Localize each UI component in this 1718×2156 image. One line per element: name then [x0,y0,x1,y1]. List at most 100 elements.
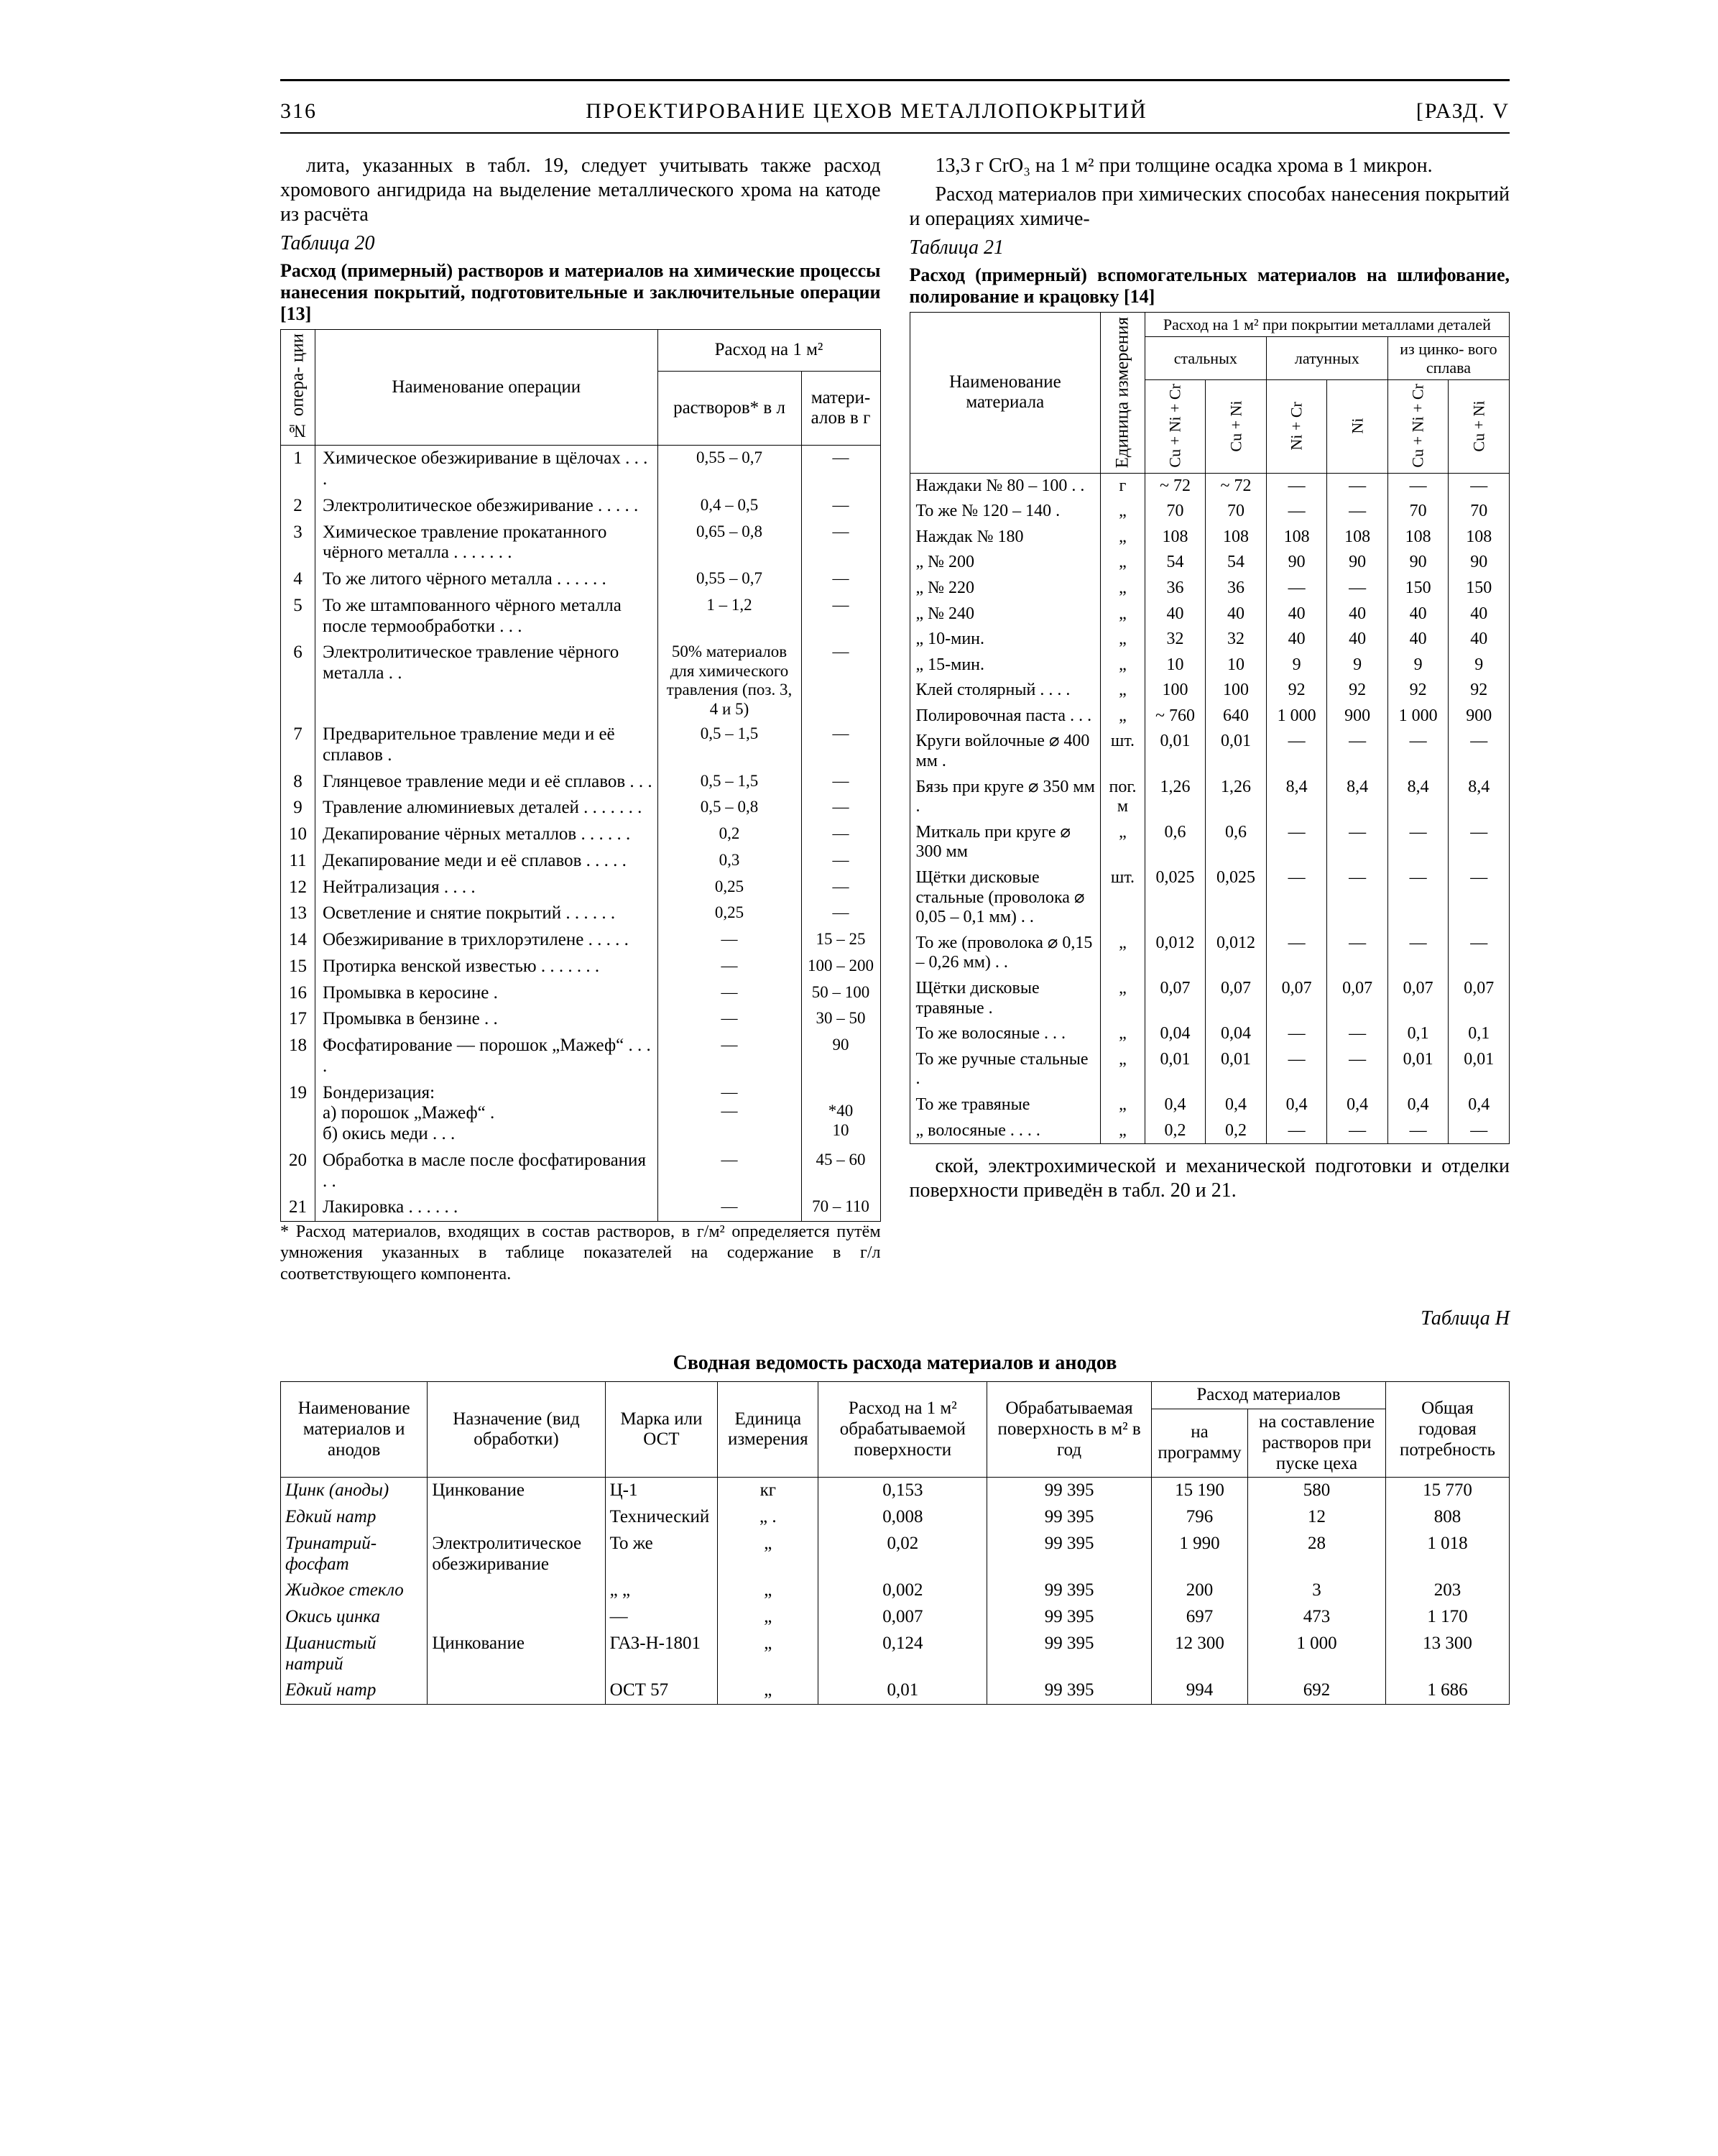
table-cell: Едкий натр [281,1677,428,1704]
table-cell: 4 [281,566,315,593]
table-cell: 1 170 [1385,1604,1509,1631]
table-cell: Окись цинка [281,1604,428,1631]
table-cell: — [1327,473,1388,499]
table-cell: 92 [1327,678,1388,704]
table-row: 6Электролитическое травление чёрного мет… [281,640,881,722]
table-cell: 0,002 [818,1577,987,1604]
tableH-title: Сводная ведомость расхода материалов и а… [280,1351,1510,1376]
table-cell: 0,025 [1145,865,1206,931]
table-cell: 12 [281,875,315,901]
table-cell: — [1387,729,1449,774]
table-cell: 36 [1145,576,1206,602]
table-cell: „ [718,1631,818,1678]
table-row: 5То же штампованного чёрного металла пос… [281,593,881,640]
table-cell: „ [1101,1118,1145,1144]
table-cell: „ [1101,653,1145,678]
table-cell: 10 [1206,653,1267,678]
table-cell: 40 [1449,602,1510,627]
table-cell: 30 – 50 [801,1006,880,1033]
table-row: Клей столярный . . . .„10010092929292 [910,678,1510,704]
table-cell: 92 [1266,678,1327,704]
table-row: Окись цинка—„0,00799 3956974731 170 [281,1604,1510,1631]
table-cell: кг [718,1478,818,1504]
table-cell: Наждак № 180 [910,525,1101,550]
table-cell: шт. [1101,865,1145,931]
t21-h-c5: Cu + Ni + Cr [1387,379,1449,473]
table-cell: — [801,722,880,769]
table-cell: Цианистый натрий [281,1631,428,1678]
table-cell: 1,26 [1206,775,1267,820]
table-row: „ 15-мин.„10109999 [910,653,1510,678]
table-row: Наждаки № 80 – 100 . .г~ 72~ 72———— [910,473,1510,499]
table-cell: „ [1101,627,1145,653]
table-cell: 8,4 [1449,775,1510,820]
table-cell: 0,4 [1145,1092,1206,1118]
table-cell: — [1327,499,1388,525]
t21-h-c6: Cu + Ni [1449,379,1510,473]
table-cell: — [1266,1021,1327,1047]
table-cell: — [1327,729,1388,774]
tH-h2: Назначение (вид обработки) [428,1382,605,1478]
table-row: Миткаль при круге ⌀ 300 мм„0,60,6———— [910,820,1510,865]
table-cell: 18 [281,1033,315,1080]
table-cell: — [801,875,880,901]
table-cell: Полировочная паста . . . [910,704,1101,729]
t20-h-mat: матери- алов в г [801,372,880,446]
table-cell: 1 000 [1387,704,1449,729]
table-cell: 108 [1145,525,1206,550]
table-cell: 0,04 [1206,1021,1267,1047]
table-cell: 0,25 [657,875,801,901]
table-cell [428,1504,605,1531]
tH-h4: Единица измерения [718,1382,818,1478]
table-row: 8Глянцевое травление меди и её сплавов .… [281,769,881,796]
table-cell: 7 [281,722,315,769]
t20-h-no: № опера- ции [281,329,315,446]
t21-h-zinc: из цинко- вого сплава [1387,337,1509,380]
table-cell: ГАЗ-Н-1801 [605,1631,718,1678]
table-cell: — [801,566,880,593]
table-cell: 0,012 [1206,931,1267,976]
table-cell: 1,26 [1145,775,1206,820]
tableH: Наименование материалов и анодов Назначе… [280,1381,1510,1705]
table-cell: 0,07 [1327,976,1388,1021]
table-cell: 8 [281,769,315,796]
table-cell: 0,153 [818,1478,987,1504]
table-cell: 54 [1206,550,1267,576]
table-cell: 5 [281,593,315,640]
table-row: Едкий натрОСТ 57„0,0199 3959946921 686 [281,1677,1510,1704]
table-cell: 0,01 [1145,1047,1206,1092]
table-cell: 70 [1387,499,1449,525]
table-cell: 900 [1327,704,1388,729]
table-row: 21Лакировка . . . . . .—70 – 110 [281,1194,881,1221]
table-cell: ~ 72 [1145,473,1206,499]
table-cell: 0,012 [1145,931,1206,976]
table-cell: То же литого чёрного металла . . . . . . [315,566,658,593]
table-cell: 17 [281,1006,315,1033]
table-cell: — [657,1194,801,1221]
table-row: „ № 200„545490909090 [910,550,1510,576]
table-cell: 0,55 – 0,7 [657,446,801,493]
table-cell: — [1449,820,1510,865]
table-cell: То же ручные стальные . [910,1047,1101,1092]
table-cell: Нейтрализация . . . . [315,875,658,901]
table-cell: 108 [1449,525,1510,550]
table-cell: 108 [1387,525,1449,550]
table-cell: 14 [281,927,315,954]
table-cell: 0,07 [1145,976,1206,1021]
table-row: 3Химическое травление прокатанного чёрно… [281,520,881,567]
table-cell: — [657,954,801,980]
table-row: То же травяные„0,40,40,40,40,40,4 [910,1092,1510,1118]
table-cell: 0,2 [1206,1118,1267,1144]
table-cell: Декапирование чёрных металлов . . . . . … [315,821,658,848]
table-cell: 50 – 100 [801,980,880,1007]
table-row: Цианистый натрийЦинкованиеГАЗ-Н-1801„0,1… [281,1631,1510,1678]
table-cell: „ № 240 [910,602,1101,627]
table-cell: 100 [1206,678,1267,704]
table-cell: 90 [1449,550,1510,576]
table-cell: 1 000 [1266,704,1327,729]
table-cell: „ [1101,976,1145,1021]
table-row: 9Травление алюминиевых деталей . . . . .… [281,795,881,821]
table-cell: „ [1101,1092,1145,1118]
table-cell: 580 [1248,1478,1386,1504]
table-cell: 0,6 [1206,820,1267,865]
